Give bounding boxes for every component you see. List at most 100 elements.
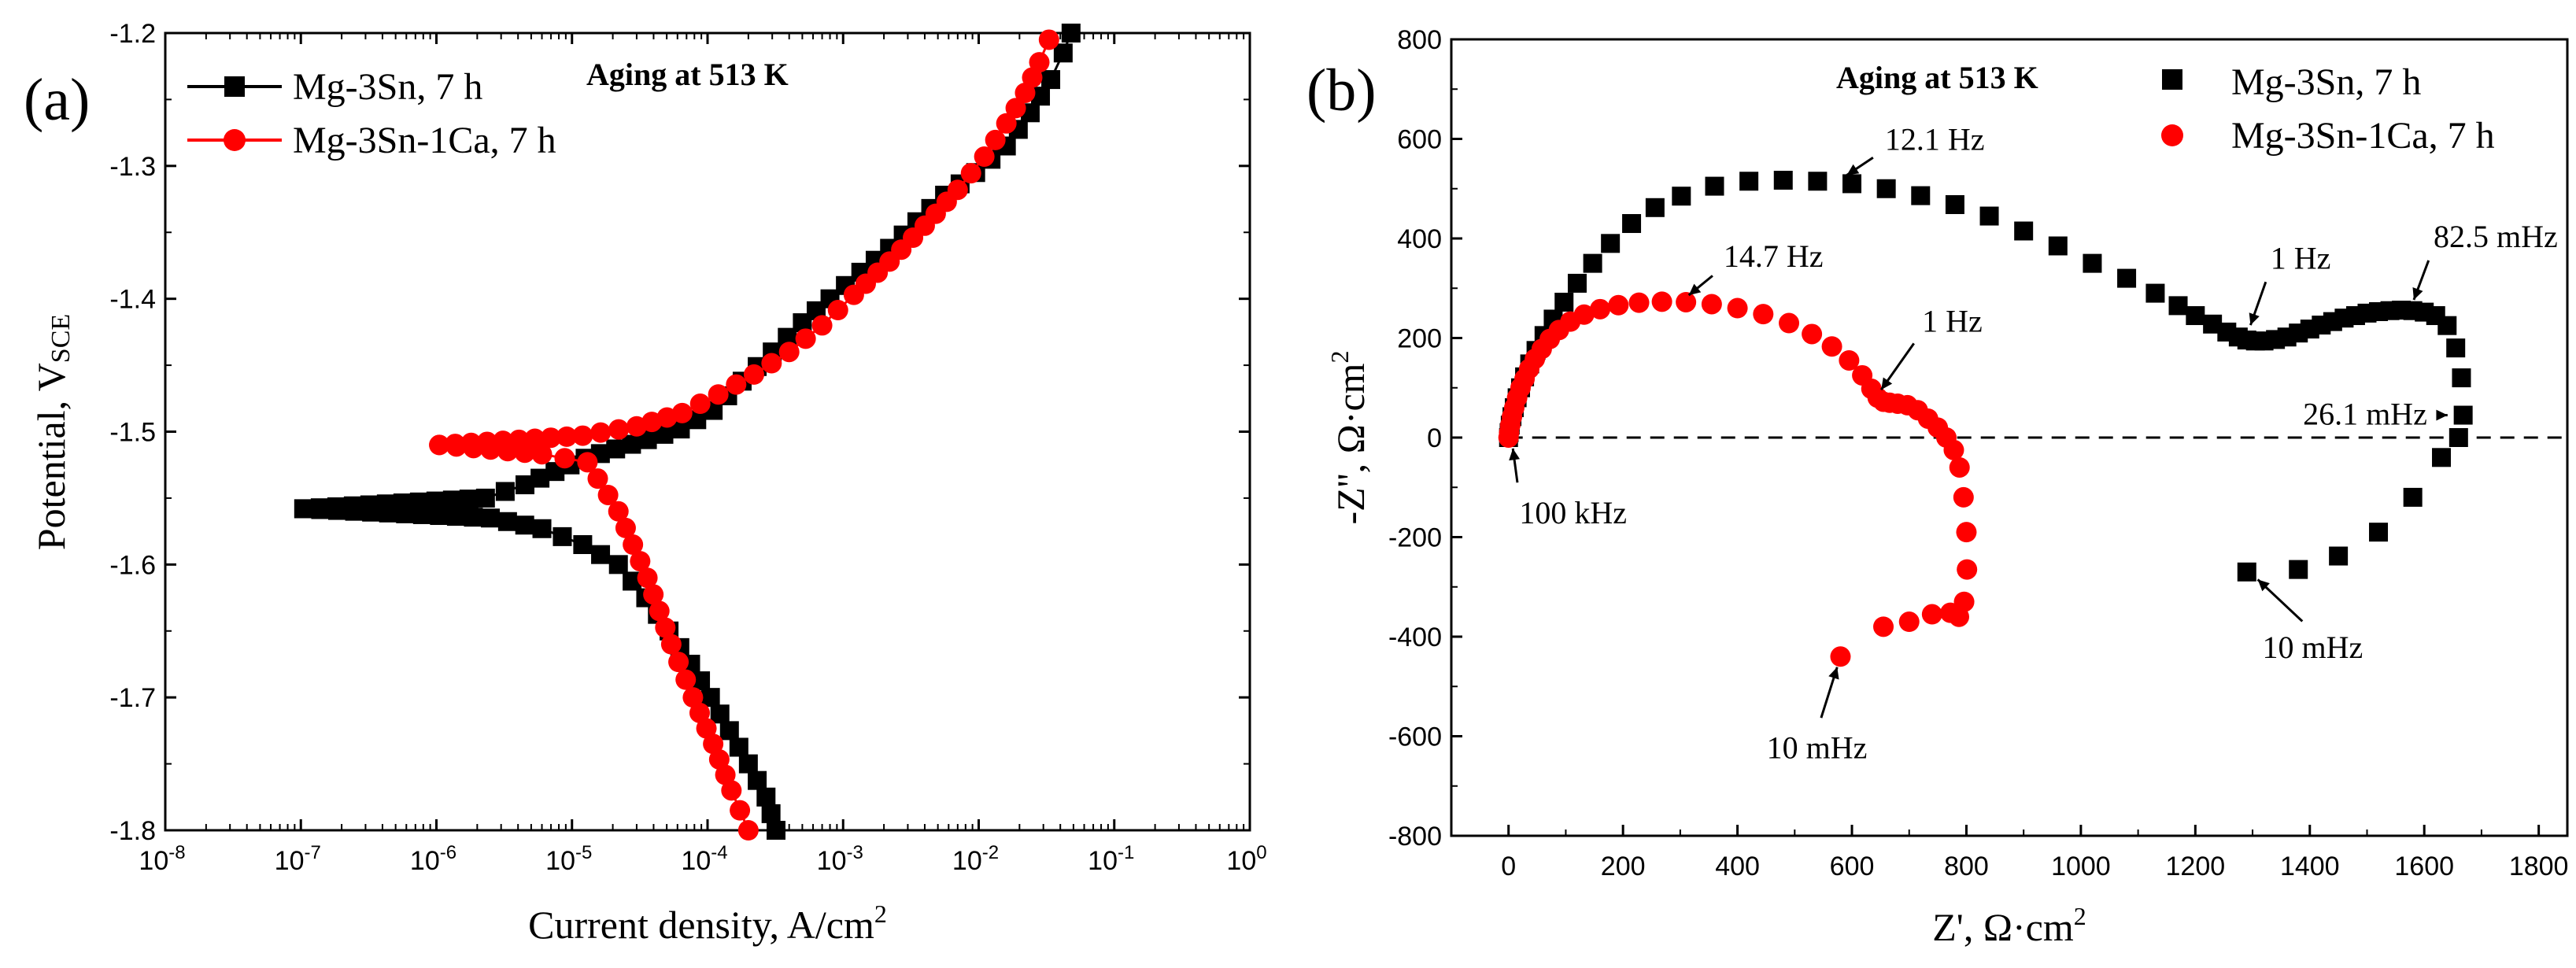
data-point xyxy=(328,501,348,520)
data-point xyxy=(778,342,800,363)
data-point xyxy=(2403,487,2423,507)
data-point xyxy=(1628,292,1650,313)
data-point xyxy=(1583,253,1602,273)
annotation-label: 14.7 Hz xyxy=(1724,238,1824,274)
data-point xyxy=(1953,486,1974,508)
data-point xyxy=(514,442,535,464)
data-point xyxy=(1979,206,1999,226)
data-point xyxy=(708,748,730,770)
data-point xyxy=(743,364,764,385)
data-point xyxy=(608,555,628,575)
annotation-label: 12.1 Hz xyxy=(1885,121,1985,157)
x-tick-label: 100 xyxy=(1226,842,1266,876)
x-tick-label: 10-8 xyxy=(139,842,185,876)
y-tick-label: 200 xyxy=(1397,324,1442,354)
panel-b-series xyxy=(1498,170,2473,667)
y-tick-label: -1.3 xyxy=(109,152,156,182)
data-point xyxy=(668,652,689,673)
data-point xyxy=(2448,428,2468,447)
freq-annotation: 10 mHz xyxy=(2256,578,2363,665)
data-point xyxy=(1038,29,1059,50)
panel-a-label: (a) xyxy=(24,67,90,133)
data-point xyxy=(463,438,484,459)
data-point xyxy=(481,508,501,528)
data-point xyxy=(974,146,995,168)
data-point xyxy=(379,503,398,523)
legend-label-mg3sn1ca: Mg-3Sn-1Ca, 7 h xyxy=(293,120,556,161)
x-tick-base: 10 xyxy=(817,846,847,876)
panel-a-y-axis-title: Potential, VSCE xyxy=(29,314,76,550)
data-point xyxy=(446,507,466,526)
panel-a-legend: Mg-3Sn, 7 h Mg-3Sn-1Ca, 7 h xyxy=(187,66,556,161)
x-tick-label: 10-3 xyxy=(817,842,863,876)
data-point xyxy=(2117,268,2137,288)
data-point xyxy=(1567,273,1587,293)
data-point xyxy=(1041,70,1061,90)
legend-marker-mg3sn1ca-b xyxy=(2161,124,2183,146)
x-tick-label: 0 xyxy=(1501,852,1516,881)
x-tick-label: 10-1 xyxy=(1088,842,1134,876)
data-point xyxy=(2014,221,2034,241)
y-tick-label: -1.5 xyxy=(109,418,156,448)
data-point xyxy=(615,517,636,538)
y-tick-label: 0 xyxy=(1427,423,1442,453)
data-point xyxy=(1940,602,1961,623)
panel-a-x-axis-title: Current density, A/cm2 xyxy=(528,900,887,947)
data-point xyxy=(1727,297,1748,319)
legend-marker-mg3sn1ca xyxy=(224,129,246,151)
data-point xyxy=(480,439,501,460)
data-point xyxy=(464,508,483,527)
data-point xyxy=(430,506,449,526)
data-point xyxy=(311,500,331,519)
data-point xyxy=(1739,172,1759,191)
data-point xyxy=(2145,283,2165,303)
data-point xyxy=(495,482,515,501)
data-point xyxy=(748,770,767,790)
x-tick-base: 10 xyxy=(1088,846,1118,876)
panel-b-legend: Mg-3Sn, 7 h Mg-3Sn-1Ca, 7 h xyxy=(2161,61,2495,157)
data-point xyxy=(730,800,751,821)
data-point xyxy=(726,374,747,395)
x-tick-label: 10-2 xyxy=(952,842,999,876)
annotation-arrowhead xyxy=(2412,287,2423,300)
data-point xyxy=(515,515,534,535)
x-tick-base: 10 xyxy=(1226,846,1256,876)
data-point xyxy=(1651,291,1672,312)
data-point xyxy=(2083,253,2102,273)
data-point xyxy=(412,504,432,524)
panel-b-annotation: Aging at 513 K xyxy=(1836,60,2038,95)
data-point xyxy=(1839,349,1860,371)
data-point xyxy=(572,425,593,446)
data-point xyxy=(947,179,968,201)
annotation-arrowhead xyxy=(1828,667,1839,680)
data-point xyxy=(2437,316,2457,335)
data-point xyxy=(1945,194,1964,214)
freq-annotation: 12.1 Hz xyxy=(1846,121,1985,176)
data-point xyxy=(1921,604,1942,625)
x-tick-label: 1800 xyxy=(2509,852,2569,881)
x-tick-exponent: -1 xyxy=(1118,842,1134,863)
data-point xyxy=(622,434,641,454)
data-point xyxy=(660,634,682,655)
data-point xyxy=(531,444,553,465)
annotation-arrowhead xyxy=(1509,448,1521,461)
legend-label-mg3sn-b: Mg-3Sn, 7 h xyxy=(2231,61,2421,103)
data-point xyxy=(637,567,658,589)
data-point xyxy=(715,764,736,785)
x-tick-label: 400 xyxy=(1715,852,1760,881)
data-point xyxy=(1022,67,1043,88)
x-tick-base: 10 xyxy=(410,846,440,876)
x-tick-label: 1600 xyxy=(2394,852,2454,881)
data-point xyxy=(827,300,848,321)
x-tick-label: 10-5 xyxy=(545,842,592,876)
annotation-arrowhead xyxy=(2249,312,2260,326)
data-point xyxy=(2452,368,2471,388)
annotation-arrowhead xyxy=(2257,579,2270,592)
data-point xyxy=(671,402,693,423)
data-point xyxy=(689,702,710,723)
x-tick-label: 10-6 xyxy=(410,842,456,876)
series-mg3sn1ca xyxy=(429,29,1059,841)
freq-annotation: 82.5 mHz xyxy=(2412,219,2558,301)
data-point xyxy=(1779,312,1800,334)
y-tick-label: -200 xyxy=(1388,523,1442,553)
